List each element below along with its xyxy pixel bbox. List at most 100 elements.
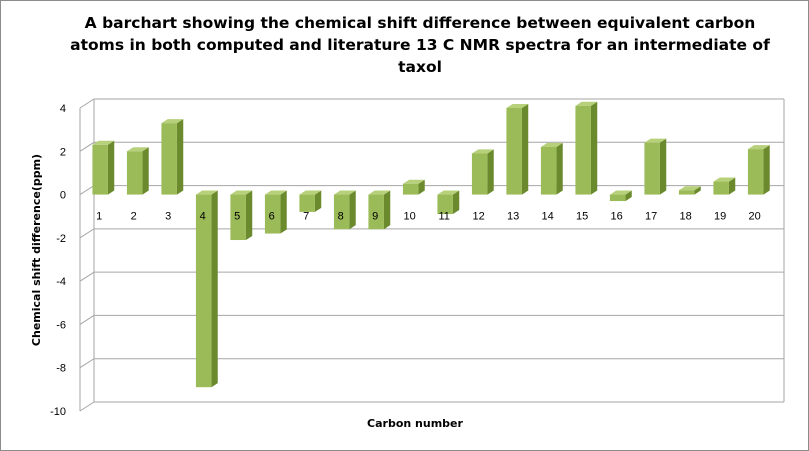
bar-front: [402, 183, 419, 195]
bar: [644, 138, 667, 195]
bar-front: [92, 144, 108, 195]
bar-top: [92, 140, 115, 145]
bar: [747, 145, 770, 195]
gridline: [79, 98, 784, 109]
bar-front: [575, 105, 591, 195]
x-tick-label: 18: [680, 211, 692, 223]
x-tick-label: 20: [749, 211, 761, 223]
y-axis-title: Chemical shift difference(ppm): [30, 154, 43, 346]
x-tick-label: 5: [234, 211, 240, 223]
x-tick-label: 17: [645, 211, 657, 223]
y-tick-label: 0: [60, 190, 66, 202]
bar-front: [471, 153, 488, 195]
gridlines: [79, 98, 785, 412]
bar: [92, 140, 115, 195]
bar-side: [694, 186, 701, 195]
x-axis-title: Carbon number: [367, 417, 463, 430]
bar-side: [452, 190, 460, 215]
bar: [471, 149, 494, 195]
bar: [299, 190, 322, 212]
bar-front: [333, 194, 350, 230]
bar: [678, 186, 701, 195]
bar: [713, 177, 736, 195]
bar-front: [747, 149, 764, 195]
bar-top: [678, 186, 701, 191]
bar-side: [245, 190, 253, 241]
bar: [161, 119, 184, 195]
bar-front: [299, 194, 315, 212]
bar-side: [107, 140, 115, 195]
x-tick-label: 19: [714, 211, 726, 223]
gridline: [79, 358, 784, 369]
x-tick-label: 1: [96, 211, 102, 223]
bar: [609, 190, 632, 202]
bar-side: [763, 145, 770, 195]
bar-front: [368, 194, 384, 230]
bar-top: [506, 103, 529, 108]
bar-top: [161, 119, 184, 124]
bar: [333, 190, 356, 230]
bar-top: [299, 190, 322, 195]
bar-front: [264, 194, 281, 234]
x-tick-label: 10: [404, 211, 416, 223]
bar-top: [609, 190, 632, 195]
x-tick-label: 12: [473, 211, 485, 223]
bar-top: [195, 190, 218, 195]
bar-side: [659, 138, 667, 195]
bars: [92, 101, 770, 388]
y-tick-label: 2: [60, 146, 66, 158]
x-tick-label: 9: [372, 211, 378, 223]
chart-title: A barchart showing the chemical shift di…: [70, 14, 770, 76]
gridline: [79, 401, 784, 412]
x-tick-label: 16: [611, 211, 623, 223]
bar-side: [556, 142, 563, 195]
bar-side: [349, 190, 356, 230]
bar-top: [333, 190, 356, 195]
bar-front: [195, 194, 212, 388]
x-tick-label: 13: [507, 211, 519, 223]
bar-top: [230, 190, 253, 195]
x-tick-label: 15: [576, 211, 588, 223]
tick-labels: 420-2-4-6-8-101 2 3 4 5 6 7 8 9 10 11 12 13 14 15 16 17 1…: [50, 103, 761, 418]
bar-side: [521, 103, 529, 195]
y-tick-label: -10: [50, 406, 66, 418]
bar: [540, 142, 563, 195]
y-tick-label: -6: [56, 319, 66, 331]
bar: [264, 190, 287, 234]
gridline: [79, 141, 784, 152]
bar: [195, 190, 218, 388]
bar-side: [590, 101, 598, 195]
bar-front: [713, 181, 729, 195]
bar-side: [625, 190, 632, 202]
bar-front: [678, 190, 695, 195]
y-tick-label: -8: [56, 363, 66, 375]
bar-side: [314, 190, 322, 212]
bar-front: [161, 123, 177, 195]
x-tick-label: 7: [303, 211, 309, 223]
y-tick-label: 4: [60, 103, 66, 115]
bar-top: [437, 190, 460, 195]
x-tick-label: 6: [269, 211, 275, 223]
bar: [506, 103, 529, 195]
bar-side: [211, 190, 218, 388]
bar-top: [540, 142, 563, 147]
bar-front: [230, 194, 246, 241]
y-tick-label: -4: [56, 276, 66, 288]
bar-side: [280, 190, 287, 234]
bar: [437, 190, 460, 215]
gridline: [79, 271, 784, 282]
bar-front: [506, 108, 522, 195]
bar: [402, 179, 425, 195]
bar: [126, 147, 149, 195]
bar-top: [126, 147, 149, 152]
bar-front: [126, 151, 143, 195]
gridline: [79, 185, 784, 195]
bar-side: [418, 179, 425, 195]
bar-front: [644, 142, 660, 195]
bar-front: [540, 146, 557, 195]
x-tick-label: 8: [338, 211, 344, 223]
bar-side: [142, 147, 149, 195]
y-tick-label: -2: [56, 233, 66, 245]
bar: [368, 190, 391, 230]
